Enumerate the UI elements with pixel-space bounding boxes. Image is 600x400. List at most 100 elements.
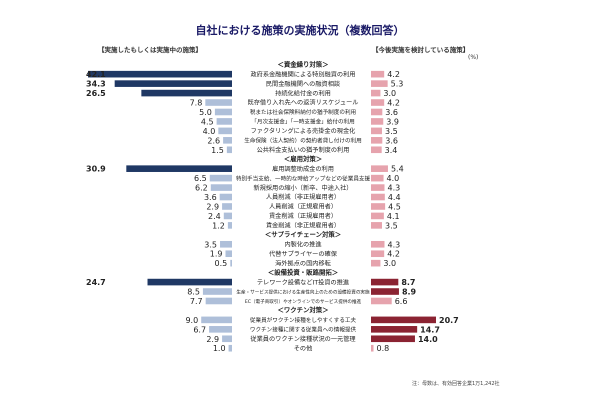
right-value-label: 3.0: [383, 89, 396, 98]
footnote: 注：母数は、有効回答企業1万1,242社: [412, 381, 500, 387]
right-bar: [371, 127, 382, 135]
right-bar: [371, 316, 436, 324]
left-header: 【実施したもしくは実施中の施策】: [98, 46, 202, 54]
left-bar: [126, 165, 232, 172]
category-label: テレワーク設備などIT投資の推進: [257, 278, 349, 286]
group-label: ＜サプライチェーン対策＞: [265, 230, 341, 239]
left-bar: [226, 146, 232, 154]
right-value-label: 3.0: [383, 259, 396, 268]
left-value-label: 42.1: [86, 70, 106, 79]
left-bar: [201, 316, 232, 324]
left-value-label: 1.0: [213, 344, 226, 353]
left-value-label: 24.7: [86, 278, 106, 287]
category-label: 生命保険（法人契約）の契約者貸し付けの利用: [244, 137, 361, 145]
left-value-label: 4.5: [201, 117, 214, 126]
left-value-label: 30.9: [86, 165, 106, 174]
left-bar: [88, 70, 232, 78]
category-label: 公共料金支払いの猶予制度の利用: [257, 146, 350, 154]
left-bar: [216, 118, 232, 125]
right-value-label: 5.3: [391, 80, 404, 89]
right-value-label: 4.2: [387, 250, 400, 259]
right-value-label: 14.0: [418, 335, 438, 344]
category-label: 賃金削減（正規雇用者）: [269, 212, 337, 220]
right-value-label: 4.1: [387, 212, 400, 221]
right-value-label: 3.5: [385, 221, 398, 230]
right-bar: [371, 335, 415, 343]
right-bar: [371, 288, 399, 295]
chart-title: 自社における施策の実施状況（複数回答）: [195, 24, 405, 37]
category-label: 持続化給付金の利用: [275, 89, 331, 97]
right-bar: [371, 212, 384, 220]
left-bar: [228, 344, 232, 352]
category-label: 人員削減（正規雇用者）: [269, 203, 337, 211]
right-value-label: 8.7: [401, 278, 415, 287]
right-value-label: 4.2: [387, 99, 400, 108]
right-value-label: 8.9: [402, 288, 417, 297]
left-value-label: 3.6: [204, 193, 217, 202]
right-value-label: 3.6: [385, 136, 398, 145]
left-bar: [222, 335, 232, 343]
category-label: 賃金削減（非正規雇用者）: [266, 222, 340, 230]
right-bar: [371, 193, 385, 201]
right-value-label: 3.4: [385, 146, 398, 155]
left-value-label: 6.2: [195, 184, 208, 193]
right-value-label: 4.0: [387, 174, 400, 183]
left-value-label: 26.5: [86, 89, 106, 98]
right-bar: [371, 174, 384, 182]
left-bar: [222, 203, 232, 210]
unit-label: (%): [468, 54, 479, 61]
category-label: 内製化の推進: [284, 240, 321, 248]
right-value-label: 0.8: [377, 344, 390, 353]
right-value-label: 6.6: [395, 297, 408, 306]
left-value-label: 1.9: [210, 250, 223, 259]
left-bar: [220, 240, 232, 248]
left-bar: [205, 297, 232, 305]
left-value-label: 1.2: [212, 221, 225, 230]
left-bar: [219, 193, 232, 201]
category-label: ファクタリングによる売掛金の現金化: [251, 127, 356, 135]
left-value-label: 5.0: [199, 108, 212, 117]
left-bar: [114, 80, 232, 87]
left-value-label: 6.7: [193, 325, 206, 334]
left-value-label: 7.8: [190, 99, 203, 108]
right-value-label: 4.3: [388, 240, 401, 249]
right-value-label: 4.5: [388, 202, 401, 211]
left-bar: [141, 89, 232, 97]
right-bar: [371, 89, 381, 97]
left-value-label: 2.9: [206, 335, 219, 344]
left-bar: [209, 326, 232, 333]
category-label: 「月次支援金」「一時支援金」給付の利用: [251, 118, 354, 126]
group-label: ＜雇用対策＞: [284, 154, 322, 163]
right-bar: [371, 297, 392, 305]
right-bar: [371, 184, 385, 191]
right-value-label: 3.9: [386, 117, 399, 126]
left-bar: [210, 184, 232, 191]
right-bar: [371, 165, 388, 172]
category-label: 従業員がワクチン接種をしやすくする工夫: [250, 316, 357, 324]
left-bar: [230, 259, 232, 267]
category-label: 従業員のワクチン接種状況の一元管理: [250, 335, 355, 343]
right-bar: [371, 250, 385, 258]
left-bar: [147, 278, 232, 286]
right-bar: [371, 146, 382, 154]
right-bar: [371, 240, 385, 248]
left-bar: [214, 108, 232, 116]
right-value-label: 4.3: [388, 184, 401, 193]
left-bar: [223, 137, 232, 144]
right-bar: [371, 70, 385, 78]
right-bar: [371, 137, 383, 144]
right-bar: [371, 278, 399, 286]
left-value-label: 2.4: [208, 212, 221, 221]
category-label: 雇用調整助成金の利用: [272, 165, 334, 173]
left-bar: [225, 250, 232, 258]
category-label: 海外拠点の国内移転: [275, 259, 331, 267]
left-value-label: 3.5: [204, 240, 217, 249]
right-value-label: 4.2: [387, 70, 400, 79]
category-label: その他: [294, 344, 313, 352]
right-value-label: 14.7: [420, 325, 440, 334]
left-value-label: 0.5: [215, 259, 228, 268]
left-value-label: 1.5: [211, 146, 224, 155]
left-value-label: 8.5: [187, 288, 200, 297]
right-bar: [371, 203, 386, 210]
